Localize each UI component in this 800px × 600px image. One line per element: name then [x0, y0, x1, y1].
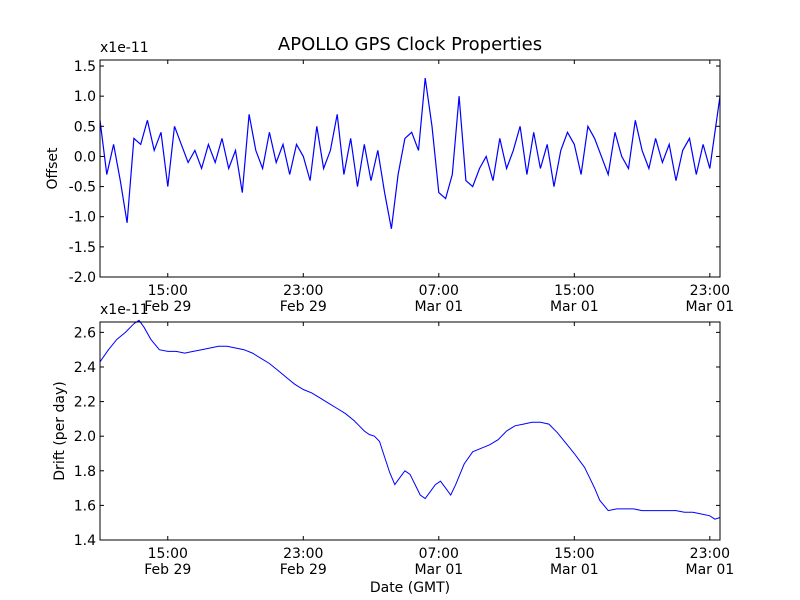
- y-tick-label: -1.5: [69, 240, 96, 256]
- y-tick-label: 1.6: [74, 498, 96, 514]
- x-tick-label-date: Feb 29: [144, 562, 191, 578]
- x-tick-label-date: Feb 29: [280, 299, 327, 315]
- axes-frame: [99, 59, 721, 278]
- y-tick-label: 1.8: [74, 464, 96, 480]
- y-tick-label: 1.4: [74, 533, 96, 549]
- x-tick-label-time: 07:00: [419, 546, 459, 562]
- y-tick-label: 1.0: [74, 89, 96, 105]
- x-tick-label-date: Feb 29: [144, 299, 191, 315]
- x-tick-label-date: Mar 01: [685, 562, 734, 578]
- series-line-0-0: [99, 78, 721, 229]
- scale-label: x1e-11: [100, 302, 149, 318]
- y-tick-label: -2.0: [69, 270, 96, 286]
- x-tick-label-time: 15:00: [554, 283, 594, 299]
- y-tick-label: 2.6: [74, 325, 96, 341]
- x-tick-label-time: 15:00: [148, 546, 188, 562]
- x-axis-label: Date (GMT): [370, 580, 450, 596]
- figure-title: APOLLO GPS Clock Properties: [278, 34, 542, 55]
- x-tick-label-time: 15:00: [148, 283, 188, 299]
- y-tick-label: -1.0: [69, 210, 96, 226]
- x-tick-label-time: 15:00: [554, 546, 594, 562]
- y-axis-label: Offset: [45, 147, 61, 190]
- y-tick-label: 2.4: [74, 360, 96, 376]
- x-tick-label-date: Mar 01: [550, 562, 599, 578]
- x-tick-label-date: Mar 01: [414, 299, 463, 315]
- x-tick-label-time: 07:00: [419, 283, 459, 299]
- y-tick-label: 1.5: [74, 59, 96, 75]
- y-axis-label: Drift (per day): [52, 381, 68, 480]
- y-tick-label: 2.0: [74, 429, 96, 445]
- y-tick-label: 0.5: [74, 119, 96, 135]
- x-tick-label-date: Mar 01: [414, 562, 463, 578]
- x-tick-label-date: Mar 01: [685, 299, 734, 315]
- x-tick-label-time: 23:00: [690, 546, 730, 562]
- y-tick-label: -0.5: [69, 180, 96, 196]
- x-tick-label-date: Feb 29: [280, 562, 327, 578]
- scale-label: x1e-11: [100, 40, 149, 56]
- y-tick-label: 2.2: [74, 395, 96, 411]
- x-tick-label-time: 23:00: [690, 283, 730, 299]
- x-tick-label-date: Mar 01: [550, 299, 599, 315]
- series-line-1-0: [99, 319, 721, 520]
- x-tick-label-time: 23:00: [283, 546, 323, 562]
- axes-frame: [99, 321, 721, 541]
- y-tick-label: 0.0: [74, 149, 96, 165]
- x-tick-label-time: 23:00: [283, 283, 323, 299]
